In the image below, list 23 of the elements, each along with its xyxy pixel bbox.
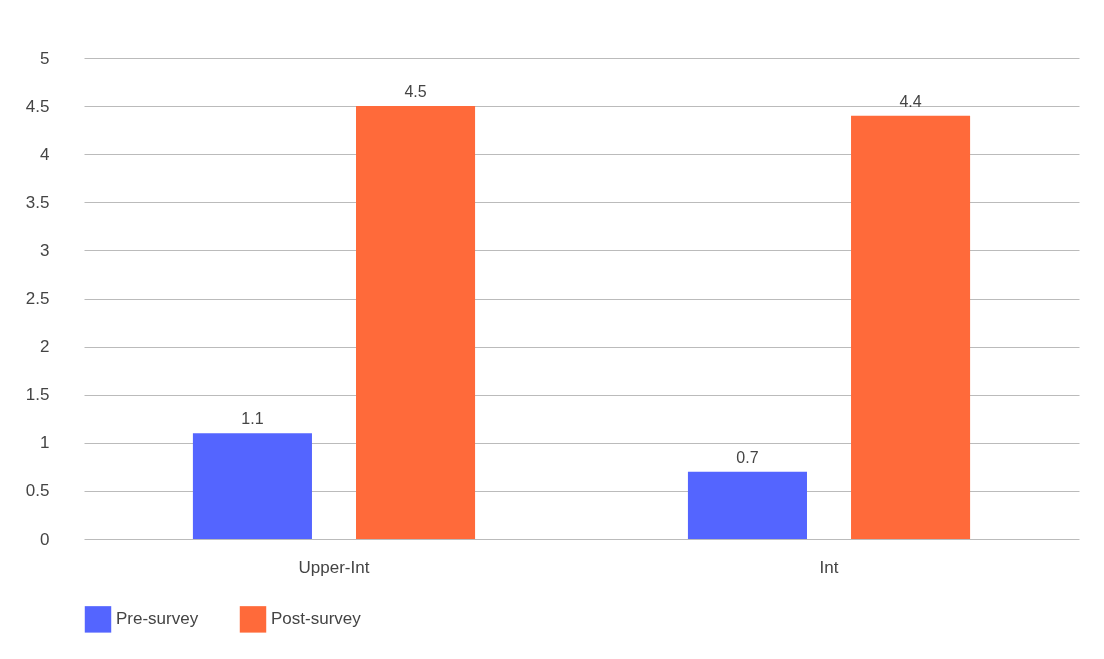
data-label: 4.5 <box>404 83 427 101</box>
bar <box>851 115 971 539</box>
y-tick-label: 2.5 <box>25 289 50 308</box>
y-tick-label: 1.5 <box>25 385 50 405</box>
y-tick-label: 3 <box>40 240 50 260</box>
bar <box>687 471 807 539</box>
data-label: 0.7 <box>736 448 759 466</box>
data-label: 1.1 <box>241 410 264 428</box>
y-tick-label: 4.5 <box>25 96 50 116</box>
x-tick-label: Int <box>819 557 839 577</box>
y-tick-label: 3.5 <box>25 192 50 212</box>
y-tick-label: 0.5 <box>25 481 50 501</box>
y-tick-label: 0 <box>40 529 50 549</box>
y-tick-label: 1 <box>40 433 50 453</box>
bar <box>356 106 476 539</box>
legend-label: Pre-survey <box>116 609 199 629</box>
x-tick-label: Upper-Int <box>298 557 370 577</box>
y-tick-label: 4 <box>40 144 50 164</box>
legend-label: Post-survey <box>271 609 362 629</box>
data-label: 4.4 <box>899 92 922 110</box>
y-tick-label: 2 <box>40 337 50 357</box>
y-tick-label: 5 <box>40 48 50 68</box>
bar <box>192 433 312 539</box>
